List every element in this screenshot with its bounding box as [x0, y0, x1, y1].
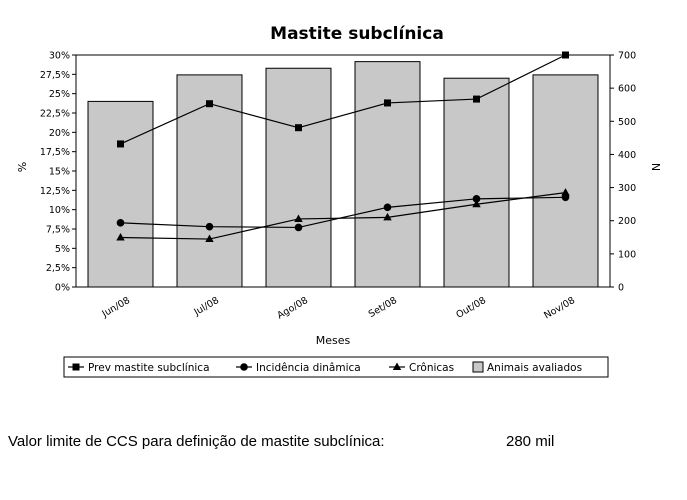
ccs-threshold-value: 280 mil: [506, 433, 555, 450]
point-prev-mastite-subclinica: [206, 100, 213, 108]
legend-label: Incidência dinâmica: [256, 362, 361, 374]
left-axis-tick-label: 22,5%: [40, 109, 70, 120]
right-axis-tick-label: 500: [618, 117, 636, 128]
point-cronicas: [561, 188, 570, 196]
ccs-threshold-note: Valor limite de CCS para definição de ma…: [8, 433, 554, 450]
legend-label: Prev mastite subclínica: [88, 362, 210, 374]
line-prev-mastite-subclinica: [120, 54, 566, 145]
left-axis-tick-label: 0%: [55, 283, 70, 294]
left-axis-tick-label: 15%: [49, 167, 70, 178]
point-cronicas: [205, 234, 214, 243]
left-axis-tick-label: 5%: [55, 244, 70, 255]
left-axis-label: %: [16, 162, 29, 172]
legend-swatch-marker: [392, 362, 402, 370]
x-axis-tick-label: Nov/08: [542, 295, 577, 321]
left-axis-tick-label: 27,5%: [40, 70, 70, 81]
line-cronicas: [120, 192, 566, 240]
legend-label: Crônicas: [409, 362, 454, 374]
left-axis-tick-label: 17,5%: [40, 147, 70, 158]
point-prev-mastite-subclinica: [117, 140, 124, 148]
legend-swatch-marker: [240, 363, 248, 371]
left-axis-tick-label: 7,5%: [46, 225, 70, 236]
right-axis-tick-label: 700: [618, 51, 636, 62]
point-incidencia-dinamica: [205, 222, 214, 231]
point-incidencia-dinamica: [472, 195, 481, 203]
bar-animais-avaliados: [265, 67, 332, 288]
point-cronicas: [472, 199, 481, 208]
bar-animais-avaliados: [443, 77, 510, 288]
point-incidencia-dinamica: [116, 219, 125, 227]
right-axis-tick-label: 200: [618, 216, 636, 227]
x-axis-label: Meses: [316, 334, 351, 347]
right-axis-tick-label: 0: [618, 283, 624, 294]
x-axis-tick-label: Out/08: [454, 295, 488, 321]
ccs-threshold-label: Valor limite de CCS para definição de ma…: [8, 433, 385, 450]
legend-label: Animais avaliados: [487, 362, 582, 374]
x-axis-tick-label: Set/08: [367, 295, 399, 320]
line-incidencia-dinamica: [120, 196, 566, 229]
point-cronicas: [116, 233, 125, 241]
right-axis-tick-label: 100: [618, 249, 636, 260]
chart: Mastite subclínica 0% 2,5% 5% 7,5% 10% 12,5% 15…: [16, 24, 662, 378]
plot-area: [75, 54, 611, 288]
left-axis-tick-label: 30%: [49, 51, 70, 62]
legend: [63, 356, 609, 378]
left-axis-tick-label: 25%: [49, 89, 70, 100]
point-cronicas: [383, 212, 392, 221]
point-prev-mastite-subclinica: [295, 124, 302, 132]
right-axis-tick-label: 600: [618, 84, 636, 95]
bar-animais-avaliados: [532, 74, 599, 288]
chart-title: Mastite subclínica: [270, 24, 444, 44]
left-axis-tick-label: 12,5%: [40, 186, 70, 197]
x-axis-tick-label: Ago/08: [275, 295, 310, 321]
right-axis-label: N: [649, 163, 662, 171]
left-axis-tick-label: 2,5%: [46, 263, 70, 274]
point-incidencia-dinamica: [383, 203, 392, 212]
point-prev-mastite-subclinica: [384, 99, 391, 107]
point-cronicas: [294, 214, 303, 222]
legend-swatch-marker: [72, 363, 80, 371]
right-axis-tick-label: 400: [618, 150, 636, 161]
left-axis-tick-label: 20%: [49, 128, 70, 139]
x-axis-tick-label: Jul/08: [191, 295, 221, 318]
x-axis-tick-label: Jun/08: [100, 295, 132, 320]
point-incidencia-dinamica: [294, 223, 303, 232]
point-prev-mastite-subclinica: [562, 51, 569, 59]
left-axis-tick-label: 10%: [49, 205, 70, 216]
right-axis-tick-label: 300: [618, 183, 636, 194]
bar-animais-avaliados: [176, 74, 243, 288]
point-prev-mastite-subclinica: [473, 95, 480, 103]
legend-swatch-bar: [472, 361, 484, 373]
bar-animais-avaliados: [354, 61, 421, 288]
bar-animais-avaliados: [87, 100, 154, 288]
